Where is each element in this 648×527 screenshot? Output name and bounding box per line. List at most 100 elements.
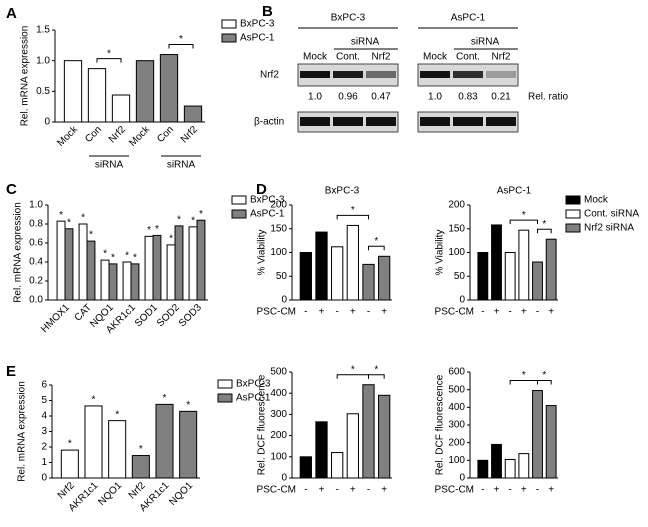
significance-bracket: [537, 228, 552, 234]
significance-mark: *: [191, 215, 195, 226]
blot-band: [300, 71, 330, 78]
legend-label: AsPC-1: [250, 209, 285, 220]
panel-label: E: [6, 363, 16, 380]
y-tick-label: 50: [454, 271, 466, 282]
chart-title: BxPC-3: [325, 186, 360, 197]
y-tick-label: 200: [270, 430, 287, 441]
significance-mark: *: [374, 236, 378, 247]
bar: [183, 105, 203, 123]
y-axis-label: Rel. mRNA expression: [17, 381, 28, 482]
significance-mark: *: [522, 210, 526, 221]
significance-mark: *: [68, 439, 72, 450]
bar: [155, 403, 174, 479]
x-tick-label: SOD2: [155, 302, 182, 329]
legend-label: Cont. siRNA: [584, 209, 639, 220]
lane-label: Cont.: [336, 52, 360, 63]
y-tick-label: 100: [270, 451, 287, 462]
ratio-value: 1.0: [428, 92, 442, 103]
bar: [362, 263, 375, 301]
lane-label: Nrf2: [492, 52, 511, 63]
bar: [130, 263, 140, 301]
bar: [299, 252, 312, 301]
bar: [152, 234, 162, 301]
bar: [159, 54, 179, 123]
significance-mark: *: [542, 370, 546, 381]
significance-mark: *: [155, 224, 159, 235]
bar: [87, 68, 107, 123]
bar: [491, 224, 502, 301]
blot-band: [333, 117, 363, 126]
blot-band: [366, 117, 396, 126]
y-tick-label: 200: [448, 200, 465, 211]
bar: [477, 252, 489, 301]
blot-band: [333, 71, 363, 78]
bar: [346, 224, 359, 301]
x-tick-label: -: [367, 485, 370, 496]
y-tick-label: 0: [41, 473, 47, 484]
panel-label: B: [262, 3, 273, 20]
legend-label: BxPC-3: [250, 195, 285, 206]
panel-label: A: [6, 5, 17, 22]
y-axis-label: Rel. mRNA expression: [20, 26, 31, 127]
legend-swatch: [221, 19, 237, 29]
significance-mark: *: [107, 48, 111, 59]
y-tick-label: 0: [459, 295, 465, 306]
significance-mark: *: [163, 393, 167, 404]
y-tick-label: 0: [281, 473, 287, 484]
x-tick-label: -: [508, 307, 511, 318]
blot-band: [300, 117, 330, 126]
x-tick-label: -: [536, 485, 539, 496]
y-tick-label: 3: [41, 426, 47, 437]
legend-label: BxPC-3: [240, 19, 275, 30]
bar: [60, 449, 79, 479]
bar: [135, 60, 155, 123]
bar: [532, 390, 543, 479]
bar: [188, 226, 198, 301]
y-tick-label: 500: [270, 367, 287, 378]
significance-mark: *: [92, 395, 96, 406]
bar: [491, 443, 502, 479]
x-tick-label: +: [350, 485, 356, 496]
group-label: siRNA: [167, 160, 196, 171]
cell-line: BxPC-3: [331, 13, 366, 24]
ratio-label: Rel. ratio: [528, 92, 568, 103]
lane-label: Mock: [423, 52, 448, 63]
y-tick-label: 300: [448, 420, 465, 431]
bar: [545, 238, 557, 301]
y-tick-label: 1.0: [36, 55, 50, 66]
bar: [346, 413, 359, 479]
bar: [532, 261, 543, 301]
bar: [63, 60, 83, 123]
bar: [545, 405, 557, 479]
bar: [331, 246, 344, 301]
y-axis-label: Rel. DCF fluorescence: [435, 374, 446, 475]
y-tick-label: 200: [448, 437, 465, 448]
x-tick-label: -: [367, 307, 370, 318]
x-tick-label: +: [381, 485, 387, 496]
significance-mark: *: [169, 234, 173, 245]
bar: [196, 219, 206, 301]
bar: [179, 410, 198, 479]
y-tick-label: 600: [448, 367, 465, 378]
significance-mark: *: [111, 253, 115, 264]
x-tick-label: +: [494, 307, 500, 318]
significance-bracket: [509, 219, 538, 225]
bar: [378, 394, 391, 479]
y-tick-label: 5: [41, 395, 47, 406]
x-tick-label: +: [319, 485, 325, 496]
significance-mark: *: [81, 213, 85, 224]
y-tick-label: 500: [448, 384, 465, 395]
y-tick-label: 4: [41, 411, 47, 422]
x-tick-label: +: [521, 485, 527, 496]
significance-bracket: [96, 58, 122, 63]
significance-mark: *: [125, 251, 129, 262]
x-tick-label: Mock: [55, 124, 80, 149]
bar: [56, 220, 66, 301]
bar: [315, 231, 328, 301]
y-tick-label: 0.4: [29, 257, 43, 268]
bar: [174, 225, 184, 301]
x-tick-label: +: [319, 307, 325, 318]
panel-label: D: [256, 181, 267, 198]
y-tick-label: 100: [448, 455, 465, 466]
ratio-value: 0.47: [371, 92, 391, 103]
